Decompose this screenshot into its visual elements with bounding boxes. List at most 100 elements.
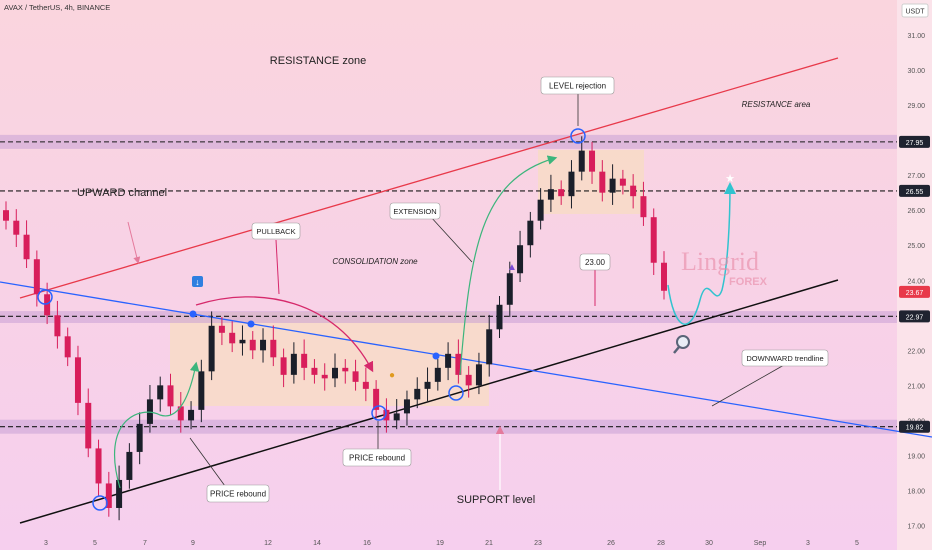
candle-body [270,339,277,358]
y-axis[interactable]: 17.0018.0019.0020.0021.0022.0023.0024.00… [899,33,930,530]
channel-support-line [19,279,839,524]
currency-badge[interactable] [901,3,929,18]
x-tick-label: 19 [436,540,444,547]
magnifier-handle [673,346,680,354]
x-tick-label: 9 [191,540,195,547]
candle-body [239,339,246,344]
candle-body [301,353,308,368]
svg-text:PULLBACK: PULLBACK [256,227,295,236]
candle-body [290,353,297,375]
y-tick-label: 29.00 [907,103,925,110]
candle-body [393,413,400,421]
candle-body [321,374,328,379]
candle-body [33,259,40,295]
candle-body [167,385,174,407]
symbol-title: AVAX / TetherUS, 4h, BINANCE [4,3,110,12]
candle-body [362,381,369,389]
upward-channel-pointer [127,221,141,264]
candle-body [475,364,482,386]
extension-pointer [429,215,473,263]
watermark-sub: FOREX [729,276,768,288]
trendline-point [247,320,255,328]
candle-body [445,353,452,368]
price-label: 22.97 [906,314,924,321]
candle-body [311,367,318,375]
candle-body [527,220,534,246]
x-tick-label: 23 [534,540,542,547]
candle-body [403,399,410,414]
y-tick-label: 19.00 [907,453,925,460]
levels-layer [0,141,897,428]
pivot-markers: ★ ▲ ● ↓ [37,128,735,511]
svg-text:DOWNWARD trendline: DOWNWARD trendline [746,354,823,363]
x-tick-label: 26 [607,540,615,547]
candle-body [640,196,647,218]
green-rebound-arrow [114,361,200,489]
x-axis[interactable]: 3 5 7 9 12 14 16 19 21 23 26 28 30 Sep 3 5 [44,540,859,547]
candle-body [3,210,9,221]
x-tick-label: Sep [754,540,767,547]
candle-body [589,150,596,172]
svg-text:PRICE rebound: PRICE rebound [210,490,266,499]
magnifier-icon [676,335,690,349]
x-tick-label: 7 [143,540,147,547]
x-tick-label: 14 [313,540,321,547]
down-arrow-glyph: ↓ [195,277,200,287]
candle-body [229,332,236,344]
candle-body [95,448,102,484]
candle-body [342,367,349,372]
price-label: 19.82 [906,425,924,432]
candle-body [23,234,30,260]
pivot-marker [37,289,53,305]
x-tick-label: 16 [363,540,371,547]
candle-body [578,150,585,172]
pivot-marker [570,128,586,144]
candle-body [249,339,256,351]
snail-icon: ● [389,370,395,381]
pullback-pointer [275,239,280,295]
x-tick-label: 5 [855,540,859,547]
candle-body [455,353,462,375]
projection-path [667,182,736,325]
candle-body [157,385,164,400]
candle-body [506,273,513,305]
support-level-label: SUPPORT level [457,494,535,506]
candles-layer [3,136,667,521]
candle-body [64,336,71,358]
consolidation-label: CONSOLIDATION zone [332,257,418,266]
downward-trendline-callout: DOWNWARD trendline [741,349,829,367]
rocket-icon: ▲ [507,262,517,273]
x-tick-label: 30 [705,540,713,547]
candle-body [661,262,667,291]
y-tick-label: 30.00 [907,68,925,75]
candle-body [434,367,441,382]
candle-body [188,409,195,421]
upward-channel-label: UPWARD channel [77,187,167,199]
x-tick-label: 21 [485,540,493,547]
value-tag-callout: 23.00 [579,253,611,271]
candle-body [619,178,626,186]
x-tick-label: 28 [657,540,665,547]
candle-body [74,357,81,403]
level-rejection-callout: LEVEL rejection [540,76,615,95]
candle-body [650,217,657,263]
svg-text:23.00: 23.00 [585,258,606,267]
resistance-line [19,57,839,299]
candle-body [568,171,575,197]
trendline-point [432,352,440,360]
candle-body [609,178,616,193]
candle-body [126,451,133,480]
x-tick-label: 3 [44,540,48,547]
candle-body [424,381,431,389]
price-rebound-callout-1: PRICE rebound [206,484,270,503]
candle-body [537,199,544,221]
price-label-box [899,420,930,433]
candle-body [218,325,225,333]
price-label-box [899,184,930,197]
candle-body [496,304,503,330]
candle-body [599,171,606,193]
candle-body [54,315,61,337]
candle-body [136,423,143,452]
svg-text:PRICE rebound: PRICE rebound [349,454,405,463]
